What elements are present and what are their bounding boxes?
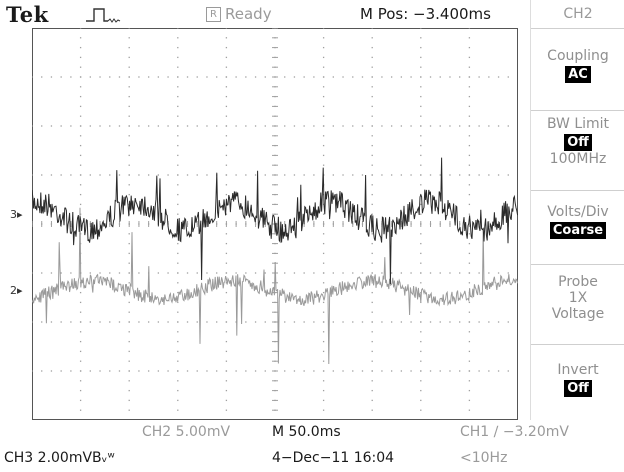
ch2-scale-readout: CH2 5.00mV [142,424,231,440]
volts-div-value: Coarse [549,222,607,239]
bw-limit-option[interactable]: BW Limit Off 100MHz [531,116,624,167]
coupling-value: AC [565,66,591,83]
bw-limit-detail: 100MHz [549,151,607,167]
main-position-readout: M Pos: −3.400ms [360,5,491,23]
channel-menu: CH2 Coupling AC BW Limit Off 100MHz Volt… [530,0,624,420]
status-text: Ready [225,5,272,23]
ch2-waveform [32,207,518,365]
ch3-waveform [32,157,518,285]
trigger-frequency-readout: <10Hz [460,450,508,466]
graticule [32,28,509,411]
invert-value: Off [564,380,592,397]
top-status-bar: Tek R Ready M Pos: −3.400ms [0,0,530,28]
invert-label: Invert [557,362,599,378]
timebase-readout: M 50.0ms [272,424,341,440]
date-time-readout: 4−Dec−11 16:04 [272,450,395,466]
ch3-ground-marker: 3▸ [10,208,23,221]
acquisition-status: R Ready [206,5,272,23]
probe-attenuation: 1X [568,290,588,306]
trigger-readout: CH1 ∕ −3.20mV [460,424,569,440]
run-state-icon: R [206,6,221,22]
bw-limit-label: BW Limit [546,116,610,132]
acquisition-icon [86,8,121,23]
menu-title: CH2 [563,6,593,22]
brand-logo: Tek [6,2,49,27]
probe-type: Voltage [551,306,605,322]
invert-option[interactable]: Invert Off [531,362,624,397]
volts-div-label: Volts/Div [547,204,609,220]
probe-option[interactable]: Probe 1X Voltage [531,274,624,322]
status-footer: CH2 5.00mV M 50.0ms CH1 ∕ −3.20mV CH3 2.… [0,420,624,472]
coupling-label: Coupling [547,48,609,64]
waveform-display[interactable] [32,28,518,420]
volts-div-option[interactable]: Volts/Div Coarse [531,204,624,239]
probe-label: Probe [558,274,598,290]
bw-limit-value: Off [564,134,592,151]
coupling-option[interactable]: Coupling AC [531,48,624,83]
ch3-scale-readout: CH3 2.00mVBᵥʷ [4,450,115,466]
ch2-ground-marker: 2▸ [10,284,23,297]
